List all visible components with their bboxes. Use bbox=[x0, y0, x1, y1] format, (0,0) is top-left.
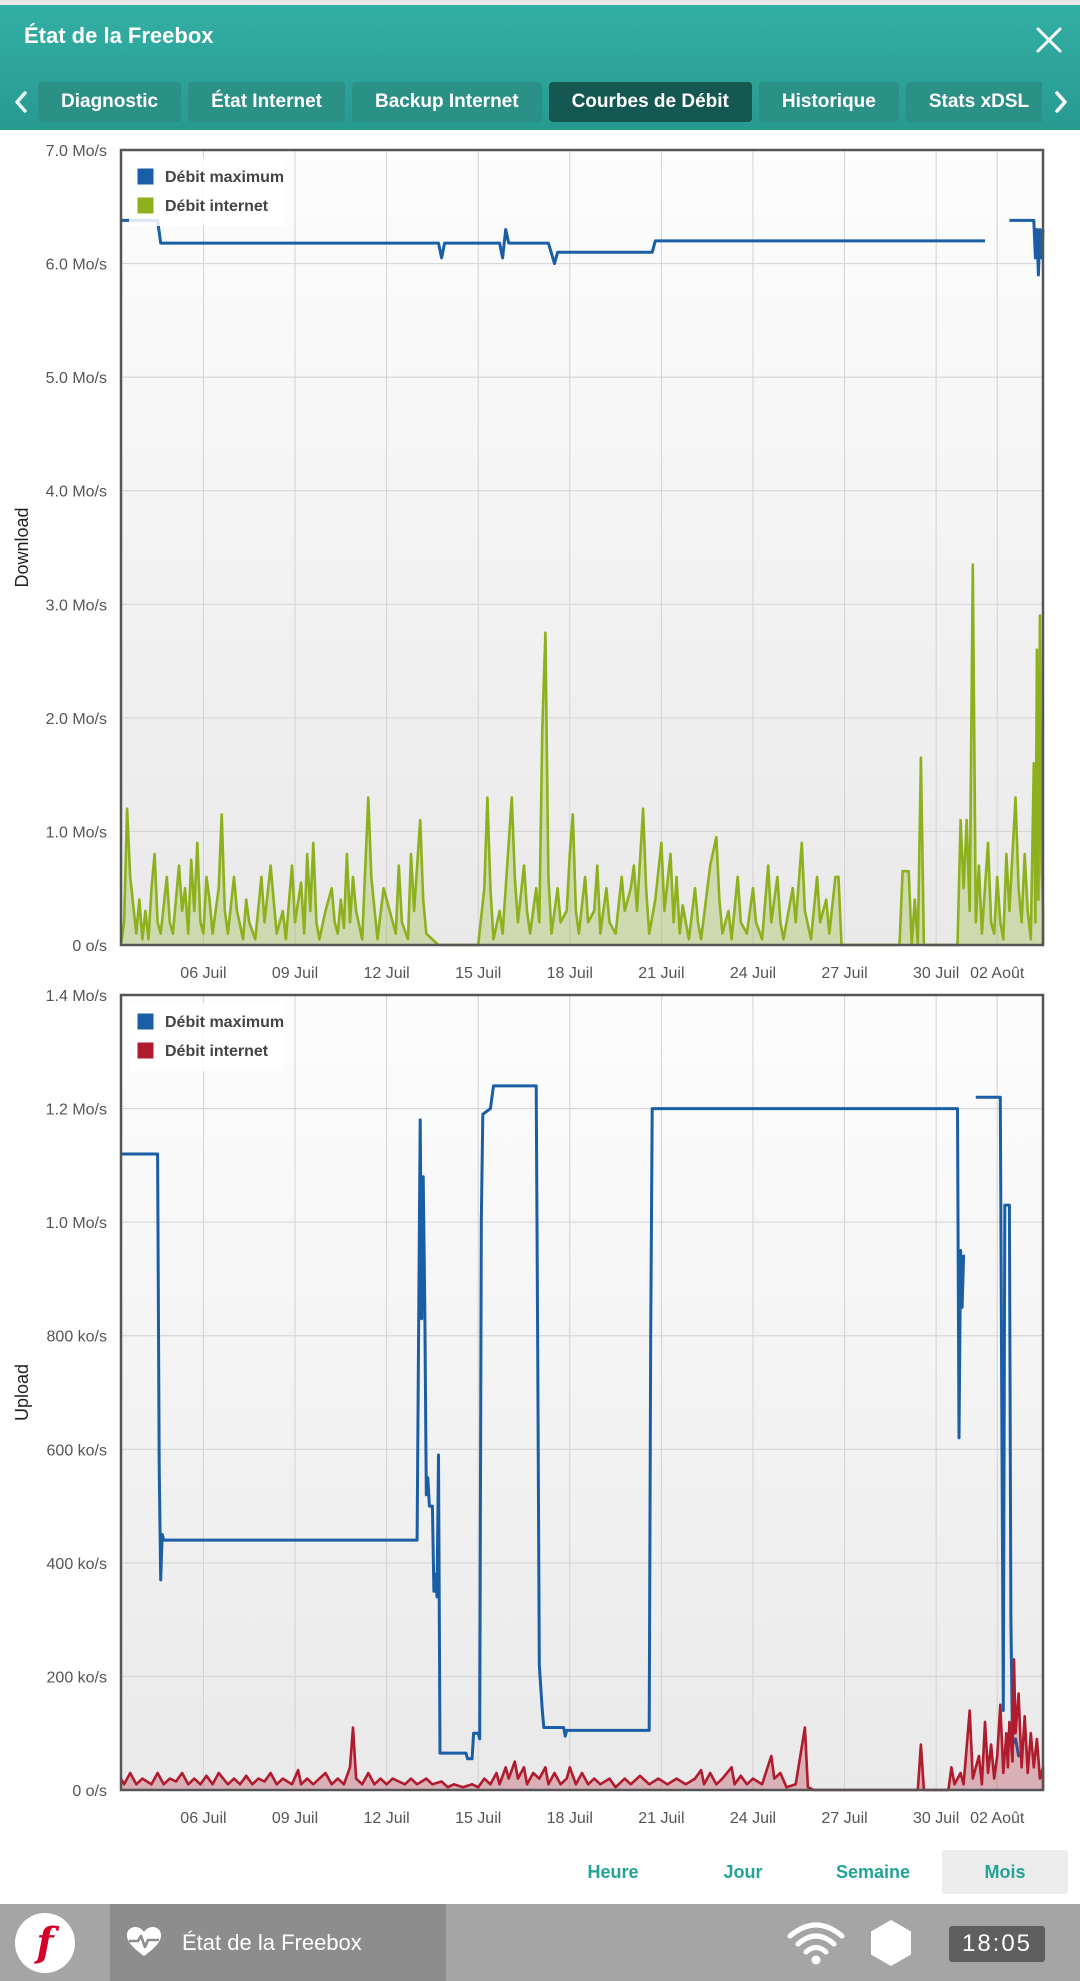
logo-letter: f bbox=[36, 1919, 54, 1966]
range-heure-button[interactable]: Heure bbox=[587, 1862, 639, 1882]
x-tick-label: 12 Juil bbox=[363, 1810, 409, 1827]
upload-chart-svg: 0 o/s 200 ko/s 400 ko/s 600 ko/s 800 ko/s 1.0… bbox=[12, 988, 1045, 1827]
y-tick-label: 6.0 Mo/s bbox=[46, 257, 107, 274]
tab-bar: Diagnostic État Internet Backup Internet Co… bbox=[38, 82, 1042, 124]
legend-background bbox=[129, 1003, 284, 1071]
x-tick-label: 15 Juil bbox=[455, 965, 501, 982]
x-tick-label: 02 Août bbox=[970, 965, 1025, 982]
x-tick-label: 09 Juil bbox=[272, 1810, 318, 1827]
x-tick-label: 24 Juil bbox=[730, 1810, 776, 1827]
clock: 18:05 bbox=[949, 1926, 1045, 1962]
plot-frame bbox=[119, 148, 1045, 947]
x-tick-label: 09 Juil bbox=[272, 965, 318, 982]
tab-etat-internet[interactable]: État Internet bbox=[188, 82, 345, 122]
time-range-selector: Heure Jour Semaine Mois bbox=[548, 1850, 1068, 1894]
legend-swatch bbox=[136, 1012, 155, 1031]
y-tick-label: 1.4 Mo/s bbox=[46, 988, 107, 1005]
y-tick-label: 5.0 Mo/s bbox=[46, 370, 107, 387]
x-tick-label: 30 Juil bbox=[913, 965, 959, 982]
y-tick-label: 2.0 Mo/s bbox=[46, 711, 107, 728]
top-strip bbox=[0, 0, 1080, 5]
series-1-area bbox=[119, 1658, 1045, 1792]
taskbar: f État de la Freebox 18:05 bbox=[0, 1904, 1080, 1981]
free-logo-icon[interactable]: f bbox=[15, 1913, 75, 1973]
upload-chart: 0 o/s 200 ko/s 400 ko/s 600 ko/s 800 ko/s 1.0… bbox=[0, 980, 1080, 1830]
plot-background bbox=[121, 995, 1043, 1790]
x-tick-label: 06 Juil bbox=[180, 1810, 226, 1827]
y-tick-label: 600 ko/s bbox=[47, 1442, 107, 1459]
plot-frame bbox=[119, 993, 1045, 1792]
series-0-line bbox=[975, 1095, 1022, 1758]
legend-label: Débit maximum bbox=[165, 1014, 284, 1031]
x-tick-label: 24 Juil bbox=[730, 965, 776, 982]
x-tick-label: 18 Juil bbox=[547, 965, 593, 982]
x-tick-label: 21 Juil bbox=[638, 965, 684, 982]
x-tick-label: 18 Juil bbox=[547, 1810, 593, 1827]
tab-historique[interactable]: Historique bbox=[758, 82, 899, 122]
y-tick-label: 1.0 Mo/s bbox=[46, 1215, 107, 1232]
window-title: État de la Freebox bbox=[24, 23, 214, 48]
x-tick-label: 27 Juil bbox=[821, 965, 867, 982]
x-tick-label: 30 Juil bbox=[913, 1810, 959, 1827]
legend-swatch bbox=[136, 196, 155, 215]
y-tick-label: 7.0 Mo/s bbox=[46, 143, 107, 160]
y-tick-label: 1.2 Mo/s bbox=[46, 1102, 107, 1119]
y-tick-label: 3.0 Mo/s bbox=[46, 597, 107, 614]
chevron-left-icon[interactable] bbox=[8, 85, 34, 119]
x-tick-label: 21 Juil bbox=[638, 1810, 684, 1827]
x-tick-label: 02 Août bbox=[970, 1810, 1025, 1827]
range-mois-button[interactable]: Mois bbox=[942, 1850, 1068, 1894]
tab-diagnostic[interactable]: Diagnostic bbox=[38, 82, 182, 122]
y-axis-title: Download bbox=[12, 507, 32, 587]
x-tick-label: 15 Juil bbox=[455, 1810, 501, 1827]
y-tick-label: 400 ko/s bbox=[47, 1556, 107, 1573]
wifi-icon[interactable] bbox=[786, 1920, 846, 1966]
taskbar-app-label: État de la Freebox bbox=[182, 1930, 362, 1955]
tab-stats-xdsl[interactable]: Stats xDSL bbox=[905, 82, 1042, 122]
series-0-line bbox=[121, 1084, 966, 1761]
heart-pulse-icon bbox=[127, 1927, 161, 1956]
legend-background bbox=[129, 158, 284, 226]
close-icon[interactable] bbox=[1032, 23, 1066, 57]
x-tick-label: 27 Juil bbox=[821, 1810, 867, 1827]
plot-background bbox=[121, 150, 1043, 945]
series-1-area bbox=[119, 563, 1045, 947]
series-0-line bbox=[1009, 218, 1045, 277]
y-axis-title: Upload bbox=[12, 1364, 32, 1421]
y-tick-label: 200 ko/s bbox=[47, 1669, 107, 1686]
range-jour-button[interactable]: Jour bbox=[723, 1862, 763, 1882]
download-chart: 0 o/s 1.0 Mo/s 2.0 Mo/s 3.0 Mo/s 4.0 Mo/s 5.0… bbox=[0, 135, 1080, 990]
tab-courbes-de-debit[interactable]: Courbes de Débit bbox=[548, 82, 752, 122]
y-tick-label: 0 o/s bbox=[72, 938, 107, 955]
range-semaine-button[interactable]: Semaine bbox=[835, 1862, 911, 1882]
y-tick-label: 0 o/s bbox=[72, 1783, 107, 1800]
window-header: État de la Freebox Diagnostic État Intern… bbox=[0, 5, 1080, 130]
download-chart-svg: 0 o/s 1.0 Mo/s 2.0 Mo/s 3.0 Mo/s 4.0 Mo/s 5.0… bbox=[12, 143, 1045, 982]
hexagon-icon[interactable] bbox=[870, 1919, 912, 1967]
tab-backup-internet[interactable]: Backup Internet bbox=[351, 82, 542, 122]
y-tick-label: 4.0 Mo/s bbox=[46, 484, 107, 501]
legend-swatch bbox=[136, 167, 155, 186]
x-tick-label: 12 Juil bbox=[363, 965, 409, 982]
legend-label: Débit maximum bbox=[165, 169, 284, 186]
x-tick-label: 06 Juil bbox=[180, 965, 226, 982]
chevron-right-icon[interactable] bbox=[1048, 85, 1074, 119]
legend-swatch bbox=[136, 1041, 155, 1060]
y-tick-label: 1.0 Mo/s bbox=[46, 824, 107, 841]
legend-label: Débit internet bbox=[165, 1043, 269, 1060]
y-tick-label: 800 ko/s bbox=[47, 1329, 107, 1346]
series-0-line bbox=[121, 218, 985, 266]
legend-label: Débit internet bbox=[165, 198, 269, 215]
taskbar-app-etat-freebox[interactable]: État de la Freebox bbox=[110, 1904, 446, 1981]
